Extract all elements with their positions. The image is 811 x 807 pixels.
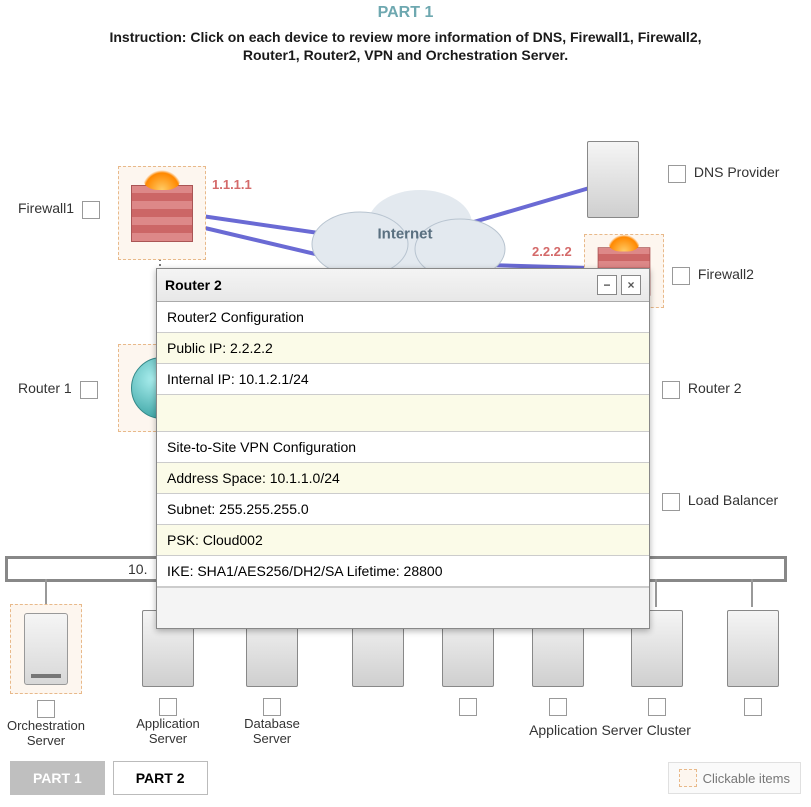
label-router2: Router 2: [658, 380, 742, 398]
checkbox-cluster-3[interactable]: [549, 698, 567, 716]
conn-line: [751, 579, 753, 607]
clickable-hint: Clickable items: [668, 762, 801, 794]
ip-firewall1: 1.1.1.1: [212, 177, 252, 192]
footer: PART 1 PART 2 Clickable items: [10, 761, 801, 795]
label-dns: DNS Provider: [664, 164, 779, 182]
tab-part2[interactable]: PART 2: [113, 761, 208, 795]
checkbox-cluster-5[interactable]: [744, 698, 762, 716]
instruction-text: Instruction: Click on each device to rev…: [40, 28, 771, 64]
diagram-canvas: Internet 1.1.1.1 2.2.2.2 Firewall1 DNS P…: [0, 64, 811, 704]
tower-icon: [587, 141, 639, 218]
checkbox-router1[interactable]: [80, 381, 98, 399]
popup-close-button[interactable]: ×: [621, 275, 641, 295]
tab-part1[interactable]: PART 1: [10, 761, 105, 795]
hint-swatch-icon: [679, 769, 697, 787]
popup-row: Public IP: 2.2.2.2: [157, 333, 649, 364]
checkbox-firewall1[interactable]: [82, 201, 100, 219]
checkbox-cluster-4[interactable]: [648, 698, 666, 716]
firewall-icon: [131, 185, 193, 242]
device-dns[interactable]: [570, 139, 656, 219]
instruction-line-2: Router1, Router2, VPN and Orchestration …: [243, 47, 568, 63]
popup-footer-space: [157, 587, 649, 628]
checkbox-dns[interactable]: [668, 165, 686, 183]
popup-title: Router 2: [165, 277, 222, 293]
label-firewall1: Firewall1: [18, 200, 104, 218]
bus-visible-text: 10.: [128, 561, 147, 577]
popup-router2: Router 2 − × Router2 Configuration Publi…: [156, 268, 650, 629]
popup-row: IKE: SHA1/AES256/DH2/SA Lifetime: 28800: [157, 556, 649, 587]
device-cluster-5[interactable]: [703, 604, 803, 716]
checkbox-appserver[interactable]: [159, 698, 177, 716]
popup-body: Router2 Configuration Public IP: 2.2.2.2…: [157, 302, 649, 587]
conn-line: [45, 579, 47, 607]
popup-row-empty: [157, 395, 649, 432]
server-icon: [24, 613, 68, 685]
instruction-line-1: Instruction: Click on each device to rev…: [109, 29, 701, 45]
checkbox-cluster-2[interactable]: [459, 698, 477, 716]
popup-row: Internal IP: 10.1.2.1/24: [157, 364, 649, 395]
page-title: PART 1: [0, 4, 811, 22]
label-firewall2: Firewall2: [668, 266, 754, 284]
popup-row: PSK: Cloud002: [157, 525, 649, 556]
checkbox-loadbalancer[interactable]: [662, 493, 680, 511]
popup-row: Subnet: 255.255.255.0: [157, 494, 649, 525]
checkbox-orchestration[interactable]: [37, 700, 55, 718]
conn-line: [655, 579, 657, 607]
label-router1: Router 1: [18, 380, 102, 398]
label-cluster: Application Server Cluster: [500, 722, 720, 738]
popup-row: Address Space: 10.1.1.0/24: [157, 463, 649, 494]
checkbox-firewall2[interactable]: [672, 267, 690, 285]
popup-row: Site-to-Site VPN Configuration: [157, 432, 649, 463]
checkbox-dbserver[interactable]: [263, 698, 281, 716]
popup-minimize-button[interactable]: −: [597, 275, 617, 295]
device-firewall1[interactable]: [118, 166, 206, 260]
label-loadbalancer: Load Balancer: [658, 492, 778, 510]
checkbox-router2[interactable]: [662, 381, 680, 399]
popup-row: Router2 Configuration: [157, 302, 649, 333]
internet-label: Internet: [377, 226, 432, 243]
ip-firewall2: 2.2.2.2: [532, 244, 572, 259]
tower-icon: [727, 610, 779, 687]
popup-header: Router 2 − ×: [157, 269, 649, 302]
device-orchestration[interactable]: Orchestration Server: [0, 604, 96, 748]
